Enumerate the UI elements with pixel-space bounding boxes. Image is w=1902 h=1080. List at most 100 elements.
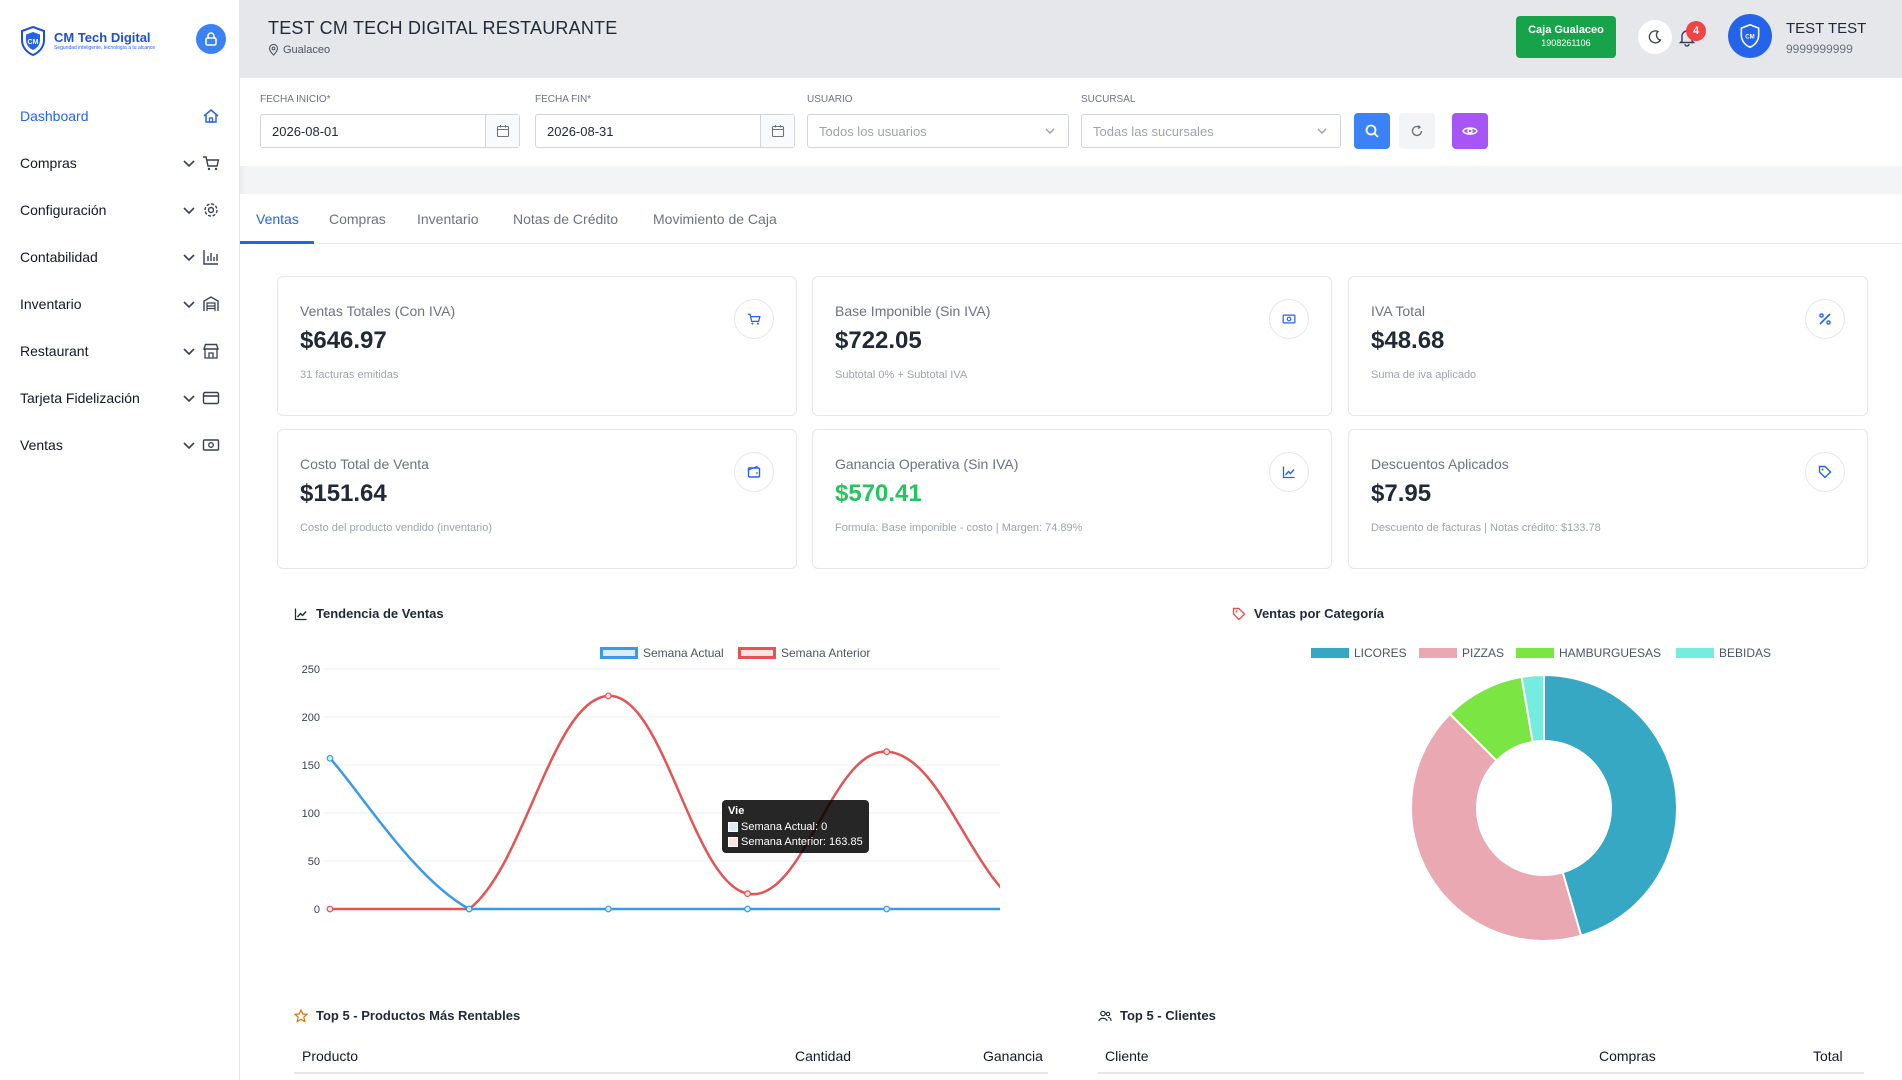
sidebar-item-dashboard[interactable]: Dashboard [0, 92, 240, 139]
calendar-button[interactable] [760, 115, 794, 147]
series-line-semana-actual[interactable] [329, 757, 1000, 911]
shield-logo-icon: CM [21, 26, 45, 56]
donut-slice-pizzas[interactable] [1410, 712, 1583, 942]
donut-slice-licores[interactable] [1543, 673, 1678, 937]
start-date-input[interactable]: 2026-08-01 [260, 114, 520, 148]
sidebar-item-configuracion[interactable]: Configuración [0, 186, 240, 233]
sidebar-item-tarjeta-fidelizacion[interactable]: Tarjeta Fidelización [0, 374, 240, 421]
location-text: Gualaceo [283, 44, 331, 56]
legend-bebidas[interactable]: BEBIDAS [1676, 646, 1771, 660]
y-tick-label: 200 [302, 712, 320, 724]
cart-icon [203, 155, 220, 170]
end-date-label: FECHA FIN* [535, 94, 592, 105]
tab-inventario[interactable]: Inventario [417, 211, 479, 227]
chart-line-icon [294, 608, 307, 620]
search-icon [1365, 124, 1379, 138]
data-point[interactable] [604, 905, 612, 913]
kpi-value: $7.95 [1371, 480, 1432, 507]
start-date-value: 2026-08-01 [272, 123, 339, 139]
series-line-semana-anterior[interactable] [330, 694, 1000, 911]
y-tick-label: 100 [302, 808, 320, 820]
tab-notas-credito[interactable]: Notas de Crédito [513, 211, 619, 227]
data-point[interactable] [465, 905, 473, 913]
branch-select-value: Todas las sucursales [1093, 123, 1214, 139]
cash-icon [202, 438, 220, 451]
kpi-card-descuentos: Descuentos Aplicados $7.95 Descuento de … [1348, 429, 1868, 569]
chevron-down-icon [183, 300, 195, 308]
brand-logo[interactable]: CM CM Tech Digital Seguridad inteligente… [20, 26, 155, 56]
legend-label: Semana Actual [643, 646, 724, 660]
end-date-input[interactable]: 2026-08-31 [535, 114, 795, 148]
user-name: TEST TEST [1786, 20, 1867, 37]
brand-tagline: Seguridad inteligente, tecnología a tu a… [54, 45, 156, 51]
kpi-label: Ganancia Operativa (Sin IVA) [835, 456, 1019, 472]
tab-ventas[interactable]: Ventas [256, 211, 299, 227]
sidebar-item-compras[interactable]: Compras [0, 139, 240, 186]
column-header-cantidad[interactable]: Cantidad [795, 1048, 852, 1064]
kpi-label: Base Imponible (Sin IVA) [835, 303, 991, 319]
sidebar-item-inventario[interactable]: Inventario [0, 280, 240, 327]
legend-semana-anterior[interactable]: Semana Anterior [738, 646, 870, 660]
donut-slice-bebidas[interactable] [1520, 673, 1545, 744]
tab-compras[interactable]: Compras [329, 211, 386, 227]
category-donut-chart[interactable] [1404, 668, 1684, 948]
trend-line-chart[interactable]: 050100150200250LunMarMiéJueVieSábDom [240, 654, 1000, 914]
sidebar-item-contabilidad[interactable]: Contabilidad [0, 233, 240, 280]
data-point[interactable] [883, 748, 891, 756]
legend-semana-actual[interactable]: Semana Actual [600, 646, 724, 660]
user-select[interactable]: Todos los usuarios [807, 114, 1069, 148]
chevron-down-icon [183, 206, 195, 214]
sidebar-item-label: Configuración [20, 201, 107, 218]
brand-name: CM Tech Digital [54, 30, 151, 45]
calendar-icon [496, 125, 509, 138]
tab-movimiento-caja[interactable]: Movimiento de Caja [653, 211, 777, 227]
lock-button[interactable] [196, 24, 226, 54]
tooltip-title: Vie [728, 805, 745, 817]
avatar[interactable]: CM [1728, 14, 1772, 58]
wallet-icon [734, 452, 774, 492]
user-select-value: Todos los usuarios [819, 123, 927, 139]
category-chart-title: Ventas por Categoría [1232, 606, 1384, 621]
branch-select[interactable]: Todas las sucursales [1081, 114, 1341, 148]
chevron-down-icon [183, 441, 195, 449]
tag-icon [1805, 452, 1845, 492]
data-point[interactable] [326, 905, 334, 913]
column-header-compras[interactable]: Compras [1599, 1048, 1656, 1064]
gear-icon [204, 202, 218, 217]
legend-hamburguesas[interactable]: HAMBURGUESAS [1516, 646, 1661, 660]
data-point[interactable] [883, 905, 891, 913]
refresh-button[interactable] [1399, 113, 1435, 149]
legend-licores[interactable]: LICORES [1311, 646, 1407, 660]
start-date-label: FECHA INICIO* [260, 94, 331, 105]
sidebar-nav: Dashboard Compras Configuración Contabil… [0, 92, 240, 468]
top-products-title-text: Top 5 - Productos Más Rentables [316, 1008, 521, 1023]
caja-button[interactable]: Caja Gualaceo 1908261106 [1516, 16, 1616, 58]
kpi-value: $646.97 [300, 327, 387, 354]
lock-icon [205, 32, 217, 46]
view-button[interactable] [1452, 113, 1488, 149]
kpi-card-ventas-totales: Ventas Totales (Con IVA) $646.97 31 fact… [277, 276, 797, 416]
report-tabs: Ventas Compras Inventario Notas de Crédi… [240, 194, 1902, 244]
legend-swatch [738, 647, 776, 659]
column-header-cliente[interactable]: Cliente [1105, 1048, 1149, 1064]
tooltip-row: Semana Actual: 0 [728, 821, 863, 833]
search-button[interactable] [1354, 113, 1390, 149]
legend-label: BEBIDAS [1719, 646, 1772, 660]
kpi-subtext: Suma de iva aplicado [1371, 369, 1477, 381]
kpi-subtext: Subtotal 0% + Subtotal IVA [835, 369, 968, 381]
theme-toggle-button[interactable] [1638, 20, 1672, 54]
data-point[interactable] [326, 754, 334, 762]
sidebar-item-restaurant[interactable]: Restaurant [0, 327, 240, 374]
column-header-total[interactable]: Total [1813, 1048, 1843, 1064]
data-point[interactable] [604, 692, 612, 700]
column-header-ganancia[interactable]: Ganancia [983, 1048, 1043, 1064]
legend-pizzas[interactable]: PIZZAS [1419, 646, 1504, 660]
cart-icon [734, 299, 774, 339]
kpi-label: Descuentos Aplicados [1371, 456, 1509, 472]
map-pin-icon [268, 44, 279, 56]
sidebar-item-ventas[interactable]: Ventas [0, 421, 240, 468]
data-point[interactable] [744, 905, 751, 913]
column-header-producto[interactable]: Producto [302, 1048, 359, 1064]
data-point[interactable] [744, 890, 751, 898]
calendar-button[interactable] [485, 115, 519, 147]
